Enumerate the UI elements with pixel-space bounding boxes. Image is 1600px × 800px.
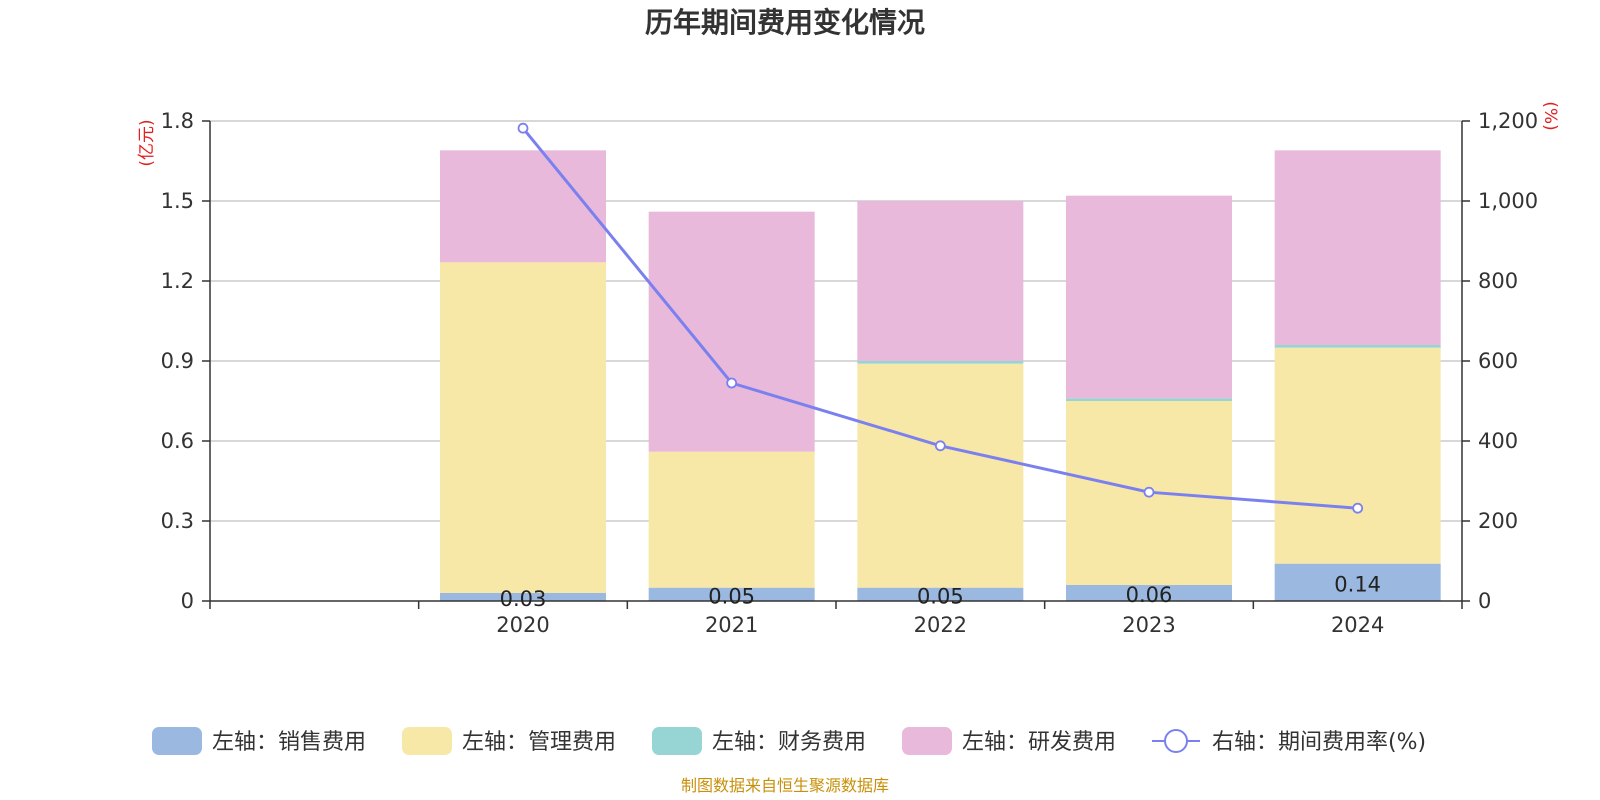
- x-tick-label: 2022: [914, 613, 967, 637]
- rate-point: [1352, 502, 1364, 514]
- legend-swatch: [902, 727, 952, 755]
- rate-line: [517, 122, 1364, 514]
- bar-segment: [440, 593, 606, 601]
- bar-value-label: 0.05: [708, 584, 755, 608]
- left-axis-unit: (亿元): [137, 119, 157, 166]
- bar-segment: [1066, 398, 1232, 401]
- right-tick-label: 0: [1478, 589, 1491, 613]
- rate-point: [517, 122, 529, 134]
- bar-value-label: 0.03: [500, 587, 547, 611]
- left-tick-label: 0: [181, 589, 194, 613]
- bar-value-label: 0.14: [1334, 572, 1381, 596]
- axes: 0 0 0.3 200 0.6 400 0.9 600 1.2 800 1.5 1,000 1.8 1,2…: [161, 109, 1539, 637]
- legend-label: 左轴：管理费用: [462, 730, 616, 755]
- left-tick-label: 0.9: [161, 349, 194, 373]
- right-tick-label: 600: [1478, 349, 1518, 373]
- rate-point: [934, 440, 946, 452]
- bar-value-label: 0.06: [1126, 583, 1173, 607]
- x-tick-label: 2021: [705, 613, 758, 637]
- right-axis-unit: (%): [1540, 101, 1560, 130]
- bar-segment: [648, 587, 815, 601]
- bar-segment: [857, 363, 1024, 588]
- x-tick-label: 2023: [1122, 613, 1175, 637]
- bar-segment: [1274, 150, 1441, 345]
- legend-label: 左轴：研发费用: [962, 730, 1116, 755]
- right-tick-label: 400: [1478, 429, 1518, 453]
- left-tick-label: 1.5: [161, 189, 194, 213]
- x-tick-label: 2024: [1331, 613, 1384, 637]
- left-tick-label: 1.2: [161, 269, 194, 293]
- left-tick-label: 0.6: [161, 429, 194, 453]
- right-tick-label: 1,200: [1478, 109, 1538, 133]
- legend-label: 左轴：财务费用: [712, 730, 866, 755]
- legend-swatch: [402, 727, 452, 755]
- grid: [210, 120, 1462, 522]
- bar-segment: [440, 262, 606, 593]
- bar-segment: [1274, 345, 1441, 348]
- legend-label: 右轴：期间费用率(%): [1212, 730, 1426, 755]
- right-tick-label: 200: [1478, 509, 1518, 533]
- right-tick-label: 1,000: [1478, 189, 1538, 213]
- bar-segment: [1274, 347, 1441, 564]
- x-tick-label: 2020: [496, 613, 549, 637]
- bar-segment: [1274, 563, 1441, 601]
- rate-point: [726, 377, 738, 389]
- bar-segment: [857, 201, 1024, 361]
- bar-labels: 0.03 0.05 0.05 0.06 0.14: [500, 572, 1381, 611]
- bar-segment: [857, 361, 1024, 364]
- legend-swatch: [152, 727, 202, 755]
- bar-segment: [440, 150, 606, 263]
- right-tick-label: 800: [1478, 269, 1518, 293]
- bar-segment: [648, 211, 815, 452]
- legend: 左轴：销售费用 左轴：管理费用 左轴：财务费用 左轴：研发费用 右轴：期间费用率(%): [152, 727, 1426, 755]
- legend-swatch: [652, 727, 702, 755]
- bar-segment: [857, 587, 1024, 601]
- left-tick-label: 1.8: [161, 109, 194, 133]
- bars: [440, 150, 1441, 601]
- bar-value-label: 0.05: [917, 584, 964, 608]
- legend-label: 左轴：销售费用: [212, 730, 366, 755]
- bar-segment: [1066, 195, 1232, 399]
- rate-point: [1143, 486, 1155, 498]
- legend-marker: [1164, 729, 1188, 753]
- bar-segment: [648, 451, 815, 588]
- chart-title: 历年期间费用变化情况: [645, 6, 925, 39]
- bar-segment: [1066, 585, 1232, 601]
- source-note: 制图数据来自恒生聚源数据库: [681, 776, 889, 795]
- left-tick-label: 0.3: [161, 509, 194, 533]
